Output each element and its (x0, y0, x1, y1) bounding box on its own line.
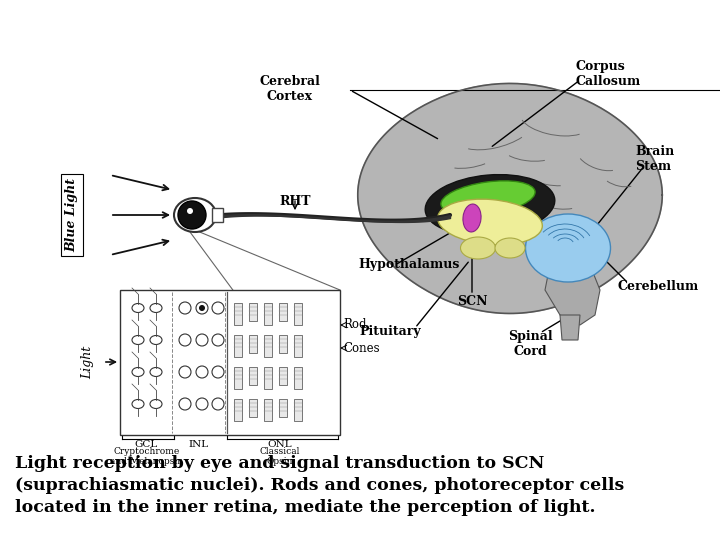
Ellipse shape (174, 198, 216, 232)
Text: Cryptochrome: Cryptochrome (114, 447, 180, 456)
Ellipse shape (441, 181, 535, 215)
FancyBboxPatch shape (264, 335, 272, 357)
Text: Corpus
Callosum: Corpus Callosum (575, 60, 640, 88)
Text: located in the inner retina, mediate the perception of light.: located in the inner retina, mediate the… (15, 499, 595, 516)
Text: Rod: Rod (343, 319, 366, 332)
Circle shape (179, 366, 191, 378)
Polygon shape (560, 315, 580, 340)
Ellipse shape (438, 199, 542, 245)
Circle shape (178, 201, 206, 229)
Text: INL: INL (189, 440, 209, 449)
Text: (suprachiasmatic nuclei). Rods and cones, photoreceptor cells: (suprachiasmatic nuclei). Rods and cones… (15, 477, 624, 494)
Text: Spinal
Cord: Spinal Cord (508, 330, 552, 358)
FancyBboxPatch shape (294, 367, 302, 389)
FancyBboxPatch shape (234, 303, 242, 325)
Ellipse shape (150, 368, 162, 376)
FancyBboxPatch shape (249, 303, 257, 321)
FancyBboxPatch shape (279, 303, 287, 321)
Circle shape (212, 398, 224, 410)
Ellipse shape (461, 237, 495, 259)
Ellipse shape (463, 204, 481, 232)
Polygon shape (358, 84, 662, 313)
Ellipse shape (150, 400, 162, 408)
Text: Opsin: Opsin (266, 457, 293, 466)
Ellipse shape (132, 303, 144, 313)
Circle shape (196, 366, 208, 378)
FancyBboxPatch shape (264, 303, 272, 325)
Text: GCL: GCL (135, 440, 158, 449)
Text: Blue Light: Blue Light (66, 178, 78, 252)
Text: Light reception by eye and signal transduction to SCN: Light reception by eye and signal transd… (15, 455, 544, 472)
Ellipse shape (132, 335, 144, 345)
FancyBboxPatch shape (120, 290, 340, 435)
Circle shape (187, 208, 193, 214)
Circle shape (199, 305, 205, 311)
FancyBboxPatch shape (234, 367, 242, 389)
FancyBboxPatch shape (234, 399, 242, 421)
Circle shape (179, 302, 191, 314)
Text: Hypothalamus: Hypothalamus (358, 258, 459, 271)
Text: ONL: ONL (268, 440, 292, 449)
Text: Cerebral
Cortex: Cerebral Cortex (260, 75, 320, 103)
Text: Light: Light (81, 346, 94, 379)
FancyBboxPatch shape (264, 399, 272, 421)
FancyBboxPatch shape (279, 399, 287, 417)
Polygon shape (545, 255, 600, 325)
Circle shape (196, 398, 208, 410)
FancyBboxPatch shape (249, 367, 257, 385)
Text: Pituitary: Pituitary (359, 325, 420, 338)
Circle shape (179, 398, 191, 410)
Circle shape (212, 302, 224, 314)
FancyBboxPatch shape (249, 399, 257, 417)
Text: RHT: RHT (279, 195, 311, 208)
Text: and Melanopsin: and Melanopsin (110, 457, 184, 466)
Ellipse shape (132, 400, 144, 408)
FancyBboxPatch shape (234, 335, 242, 357)
Circle shape (179, 334, 191, 346)
FancyBboxPatch shape (212, 208, 223, 222)
Ellipse shape (150, 303, 162, 313)
Ellipse shape (526, 214, 611, 282)
FancyBboxPatch shape (279, 335, 287, 353)
Circle shape (212, 366, 224, 378)
Text: Brain
Stem: Brain Stem (635, 145, 674, 173)
Ellipse shape (150, 335, 162, 345)
FancyBboxPatch shape (279, 367, 287, 385)
Text: SCN: SCN (456, 295, 487, 308)
Text: Classical: Classical (260, 447, 300, 456)
FancyBboxPatch shape (294, 335, 302, 357)
Circle shape (212, 334, 224, 346)
Text: Cones: Cones (343, 341, 379, 354)
FancyBboxPatch shape (294, 399, 302, 421)
Circle shape (196, 302, 208, 314)
Ellipse shape (132, 368, 144, 376)
FancyBboxPatch shape (264, 367, 272, 389)
Ellipse shape (426, 174, 555, 235)
Text: Cerebellum: Cerebellum (618, 280, 699, 293)
Circle shape (196, 334, 208, 346)
FancyBboxPatch shape (294, 303, 302, 325)
FancyBboxPatch shape (249, 335, 257, 353)
Ellipse shape (495, 238, 525, 258)
